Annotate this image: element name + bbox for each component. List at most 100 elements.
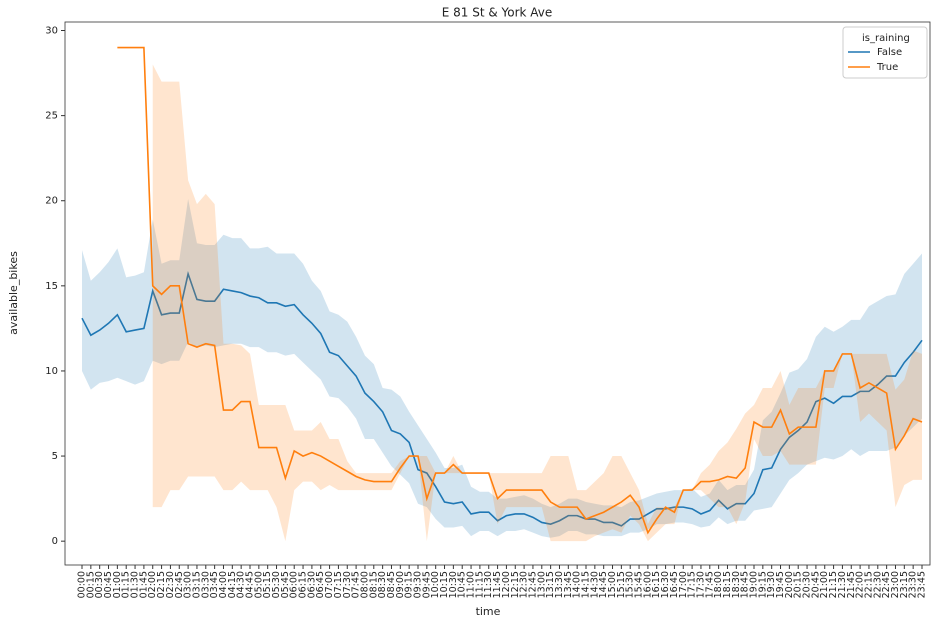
x-tick-label: 17:30: [695, 571, 706, 598]
x-tick-label: 05:15: [262, 571, 273, 598]
x-tick-label: 13:00: [536, 571, 547, 598]
x-tick-label: 04:00: [218, 571, 229, 598]
x-tick-label: 03:30: [200, 571, 211, 598]
x-tick-label: 10:15: [439, 571, 450, 598]
x-tick-label: 15:00: [607, 571, 618, 598]
x-tick-label: 12:15: [510, 571, 521, 598]
x-tick-label: 11:30: [483, 571, 494, 598]
legend-label: False: [877, 47, 902, 58]
x-tick-label: 11:45: [492, 571, 503, 598]
x-tick-label: 01:45: [138, 571, 149, 598]
y-axis-title: available_bikes: [7, 251, 20, 335]
x-tick-label: 08:00: [359, 571, 370, 598]
x-tick-label: 04:15: [227, 571, 238, 598]
x-tick-label: 05:30: [271, 571, 282, 598]
legend-box: [842, 26, 928, 79]
y-tick-label: 30: [45, 26, 58, 37]
x-tick-label: 18:15: [722, 571, 733, 598]
x-tick-label: 12:30: [519, 571, 530, 598]
y-tick-label: 10: [45, 366, 58, 377]
legend: is_raining False True: [842, 26, 928, 79]
x-tick-label: 19:30: [766, 571, 777, 598]
x-tick-label: 03:15: [191, 571, 202, 598]
x-tick-label: 00:30: [94, 571, 105, 598]
x-tick-label: 23:00: [890, 571, 901, 598]
x-tick-label: 08:15: [368, 571, 379, 598]
x-tick-label: 18:45: [740, 571, 751, 598]
x-tick-label: 23:15: [899, 571, 910, 598]
x-tick-label: 06:45: [315, 571, 326, 598]
x-tick-label: 15:45: [634, 571, 645, 598]
x-tick-label: 07:45: [351, 571, 362, 598]
x-tick-label: 08:45: [386, 571, 397, 598]
x-tick-label: 04:30: [236, 571, 247, 598]
x-tick-label: 19:00: [749, 571, 760, 598]
x-tick-label: 11:15: [474, 571, 485, 598]
x-tick-label: 07:30: [342, 571, 353, 598]
x-tick-label: 22:15: [863, 571, 874, 598]
x-tick-label: 20:30: [802, 571, 813, 598]
x-tick-label: 16:15: [651, 571, 662, 598]
x-tick-label: 20:45: [810, 571, 821, 598]
x-tick-label: 03:45: [209, 571, 220, 598]
x-tick-label: 10:30: [448, 571, 459, 598]
x-tick-label: 17:15: [687, 571, 698, 598]
x-tick-label: 13:30: [554, 571, 565, 598]
x-tick-label: 01:30: [130, 571, 141, 598]
x-tick-label: 14:45: [598, 571, 609, 598]
y-tick-label: 25: [45, 111, 58, 122]
x-tick-label: 16:00: [642, 571, 653, 598]
x-tick-label: 13:45: [563, 571, 574, 598]
x-tick-label: 06:30: [306, 571, 317, 598]
x-tick-label: 09:15: [404, 571, 415, 598]
series-line: [81, 271, 923, 527]
legend-title: is_raining: [862, 33, 910, 44]
x-tick-label: 04:45: [245, 571, 256, 598]
legend-label: True: [876, 62, 898, 73]
x-tick-label: 00:45: [103, 571, 114, 598]
x-tick-label: 09:30: [413, 571, 424, 598]
y-tick-label: 20: [45, 196, 58, 207]
x-tick-label: 12:00: [501, 571, 512, 598]
x-tick-label: 18:30: [731, 571, 742, 598]
x-tick-label: 03:00: [183, 571, 194, 598]
x-tick-label: 07:00: [324, 571, 335, 598]
x-tick-label: 14:00: [572, 571, 583, 598]
x-tick-label: 06:15: [298, 571, 309, 598]
x-tick-label: 13:15: [545, 571, 556, 598]
x-tick-label: 14:30: [589, 571, 600, 598]
x-tick-label: 17:45: [704, 571, 715, 598]
x-tick-label: 18:00: [713, 571, 724, 598]
x-tick-label: 14:15: [581, 571, 592, 598]
x-tick-label: 01:15: [121, 571, 132, 598]
x-tick-label: 10:45: [457, 571, 468, 598]
x-tick-label: 01:00: [112, 571, 123, 598]
x-tick-label: 21:30: [837, 571, 848, 598]
confidence-band: [82, 199, 922, 538]
x-tick-label: 09:45: [421, 571, 432, 598]
x-tick-label: 16:30: [660, 571, 671, 598]
x-tick-label: 22:45: [881, 571, 892, 598]
x-tick-label: 02:00: [147, 571, 158, 598]
y-tick-label: 0: [52, 536, 58, 547]
x-tick-label: 23:45: [917, 571, 928, 598]
y-tick-label: 5: [52, 451, 58, 462]
x-tick-label: 05:00: [253, 571, 264, 598]
x-tick-label: 08:30: [377, 571, 388, 598]
x-tick-label: 19:45: [775, 571, 786, 598]
x-tick-label: 02:15: [156, 571, 167, 598]
x-tick-label: 16:45: [669, 571, 680, 598]
x-tick-label: 19:15: [757, 571, 768, 598]
x-tick-label: 10:00: [430, 571, 441, 598]
x-tick-label: 15:15: [616, 571, 627, 598]
x-tick-label: 05:45: [280, 571, 291, 598]
x-tick-label: 00:15: [85, 571, 96, 598]
x-tick-label: 21:15: [828, 571, 839, 598]
chart-title: E 81 St & York Ave: [442, 6, 553, 20]
x-tick-label: 22:00: [855, 571, 866, 598]
series-line: [117, 46, 923, 535]
x-tick-label: 02:45: [174, 571, 185, 598]
x-tick-label: 07:15: [333, 571, 344, 598]
x-tick-label: 20:00: [784, 571, 795, 598]
